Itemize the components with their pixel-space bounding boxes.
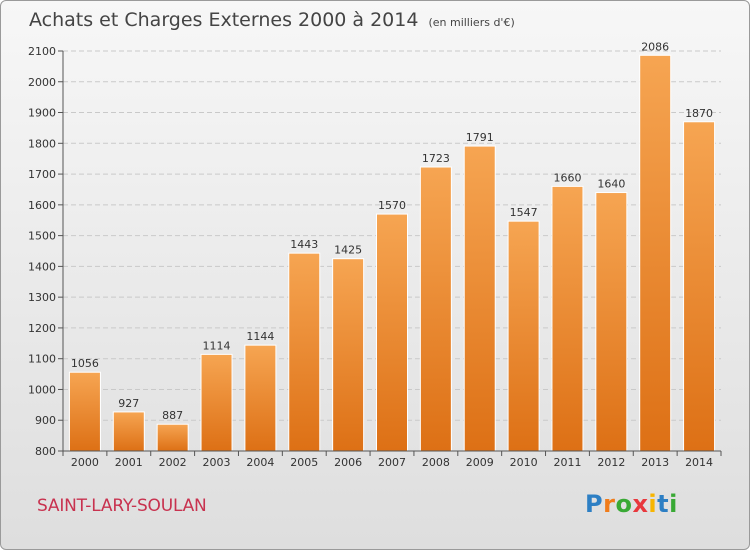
x-tick-label: 2001 [115, 456, 143, 469]
bar-value-label: 1660 [553, 171, 581, 184]
bar-value-label: 887 [162, 409, 183, 422]
y-axis: 800 900 1000 1100 1200 1300 1400 1500 1600 1700 18… [28, 45, 64, 458]
bar-value-label: 1870 [685, 107, 713, 120]
logo-letter: t [657, 490, 670, 518]
y-tick-label: 1700 [28, 168, 56, 181]
x-tick-label: 2005 [290, 456, 318, 469]
x-tick-label: 2003 [203, 456, 231, 469]
x-tick-label: 2014 [685, 456, 713, 469]
x-tick-label: 2010 [510, 456, 538, 469]
y-tick-label: 800 [35, 445, 56, 458]
x-tick-label: 2009 [466, 456, 494, 469]
x-tick-label: 2012 [597, 456, 625, 469]
logo-letter: P [585, 490, 604, 518]
bar-value-label: 1443 [290, 238, 318, 251]
bars: 1056 927 887 1114 1144 1443 1425 1570 1723 1791 15… [68, 40, 716, 452]
bar-value-label: 1723 [422, 152, 450, 165]
logo-letter: x [632, 490, 649, 518]
bar-value-label: 1144 [246, 330, 274, 343]
logo-letter: i [648, 490, 658, 518]
commune-name: SAINT-LARY-SOULAN [37, 496, 207, 516]
bar [288, 252, 321, 452]
bar-value-label: 1570 [378, 199, 406, 212]
x-tick-label: 2006 [334, 456, 362, 469]
bar [463, 145, 496, 452]
bar [595, 192, 628, 452]
y-tick-label: 2000 [28, 76, 56, 89]
y-tick-label: 1800 [28, 137, 56, 150]
x-axis: 2000 2001 2002 2003 2004 2005 2006 2007 2008 2009… [62, 450, 722, 469]
y-tick-label: 1500 [28, 230, 56, 243]
bar-value-label: 1114 [203, 339, 231, 352]
bar-value-label: 1640 [597, 178, 625, 191]
bar [332, 258, 365, 452]
bar [419, 166, 452, 452]
y-tick-label: 1300 [28, 291, 56, 304]
x-tick-label: 2008 [422, 456, 450, 469]
bar [639, 54, 672, 452]
proxiti-logo: Proxiti [585, 490, 678, 518]
y-tick-label: 1600 [28, 199, 56, 212]
bar [507, 220, 540, 452]
y-tick-label: 900 [35, 414, 56, 427]
bar [112, 411, 145, 452]
bar [683, 121, 716, 452]
bar [551, 185, 584, 452]
x-tick-label: 2000 [71, 456, 99, 469]
chart-unit: (en milliers d'€) [428, 16, 514, 29]
y-tick-label: 1100 [28, 353, 56, 366]
bar-value-label: 927 [118, 397, 139, 410]
bar-value-label: 1547 [510, 206, 538, 219]
bar [156, 423, 189, 452]
y-tick-label: 1400 [28, 260, 56, 273]
x-tick-label: 2013 [641, 456, 669, 469]
x-tick-label: 2007 [378, 456, 406, 469]
y-tick-label: 2100 [28, 45, 56, 58]
x-tick-label: 2004 [246, 456, 274, 469]
y-tick-label: 1900 [28, 107, 56, 120]
x-tick-label: 2002 [159, 456, 187, 469]
bar [376, 213, 408, 452]
logo-letter: i [669, 490, 678, 518]
bar-value-label: 2086 [641, 40, 669, 53]
bar [244, 344, 277, 452]
bar-value-label: 1791 [466, 131, 494, 144]
y-tick-label: 1000 [28, 383, 56, 396]
bar-value-label: 1056 [71, 357, 99, 370]
chart-title: Achats et Charges Externes 2000 à 2014 [29, 9, 418, 31]
logo-letter: o [615, 490, 633, 518]
chart-title-group: Achats et Charges Externes 2000 à 2014 (e… [29, 9, 515, 31]
bar [68, 371, 101, 452]
bar [200, 353, 233, 452]
y-tick-label: 1200 [28, 322, 56, 335]
x-tick-label: 2011 [553, 456, 581, 469]
logo-letter: r [603, 490, 616, 518]
bar-value-label: 1425 [334, 244, 362, 257]
